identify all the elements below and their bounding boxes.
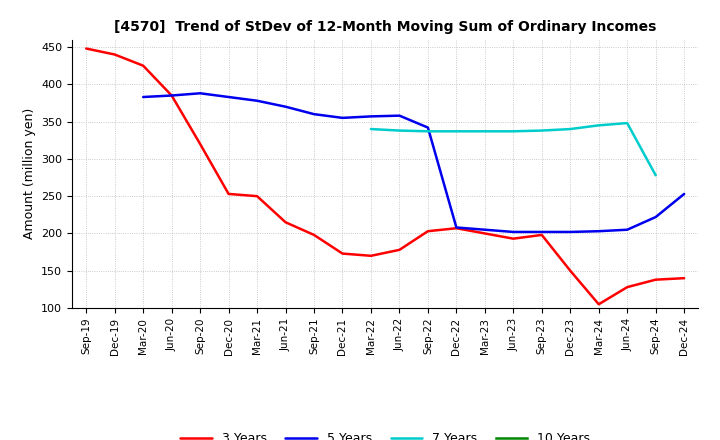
3 Years <box>110 52 119 57</box>
3 Years <box>310 232 318 238</box>
7 Years <box>366 126 375 132</box>
3 Years <box>253 194 261 199</box>
Y-axis label: Amount (million yen): Amount (million yen) <box>22 108 35 239</box>
7 Years <box>423 128 432 134</box>
3 Years <box>652 277 660 282</box>
5 Years <box>652 214 660 220</box>
5 Years <box>395 113 404 118</box>
3 Years <box>566 268 575 273</box>
3 Years <box>338 251 347 256</box>
5 Years <box>595 228 603 234</box>
3 Years <box>680 275 688 281</box>
5 Years <box>366 114 375 119</box>
7 Years <box>623 121 631 126</box>
5 Years <box>253 98 261 103</box>
5 Years <box>623 227 631 232</box>
3 Years <box>423 228 432 234</box>
5 Years <box>196 91 204 96</box>
7 Years <box>537 128 546 133</box>
5 Years <box>282 104 290 109</box>
5 Years <box>452 225 461 230</box>
5 Years <box>537 229 546 235</box>
3 Years <box>395 247 404 253</box>
7 Years <box>395 128 404 133</box>
3 Years <box>623 285 631 290</box>
3 Years <box>225 191 233 197</box>
5 Years <box>167 93 176 98</box>
Title: [4570]  Trend of StDev of 12-Month Moving Sum of Ordinary Incomes: [4570] Trend of StDev of 12-Month Moving… <box>114 20 657 34</box>
5 Years <box>139 94 148 99</box>
3 Years <box>82 46 91 51</box>
3 Years <box>480 231 489 236</box>
3 Years <box>595 302 603 307</box>
7 Years <box>480 128 489 134</box>
3 Years <box>282 220 290 225</box>
5 Years <box>566 229 575 235</box>
5 Years <box>423 125 432 130</box>
7 Years <box>652 172 660 178</box>
7 Years <box>595 123 603 128</box>
7 Years <box>452 128 461 134</box>
Line: 3 Years: 3 Years <box>86 48 684 304</box>
7 Years <box>509 128 518 134</box>
5 Years <box>509 229 518 235</box>
3 Years <box>509 236 518 241</box>
5 Years <box>480 227 489 232</box>
7 Years <box>566 126 575 132</box>
3 Years <box>139 63 148 68</box>
5 Years <box>680 191 688 197</box>
5 Years <box>225 94 233 99</box>
5 Years <box>310 111 318 117</box>
5 Years <box>338 115 347 121</box>
3 Years <box>537 232 546 238</box>
3 Years <box>196 141 204 147</box>
Legend: 3 Years, 5 Years, 7 Years, 10 Years: 3 Years, 5 Years, 7 Years, 10 Years <box>176 427 595 440</box>
3 Years <box>167 93 176 98</box>
3 Years <box>366 253 375 258</box>
3 Years <box>452 226 461 231</box>
Line: 7 Years: 7 Years <box>371 123 656 175</box>
Line: 5 Years: 5 Years <box>143 93 684 232</box>
